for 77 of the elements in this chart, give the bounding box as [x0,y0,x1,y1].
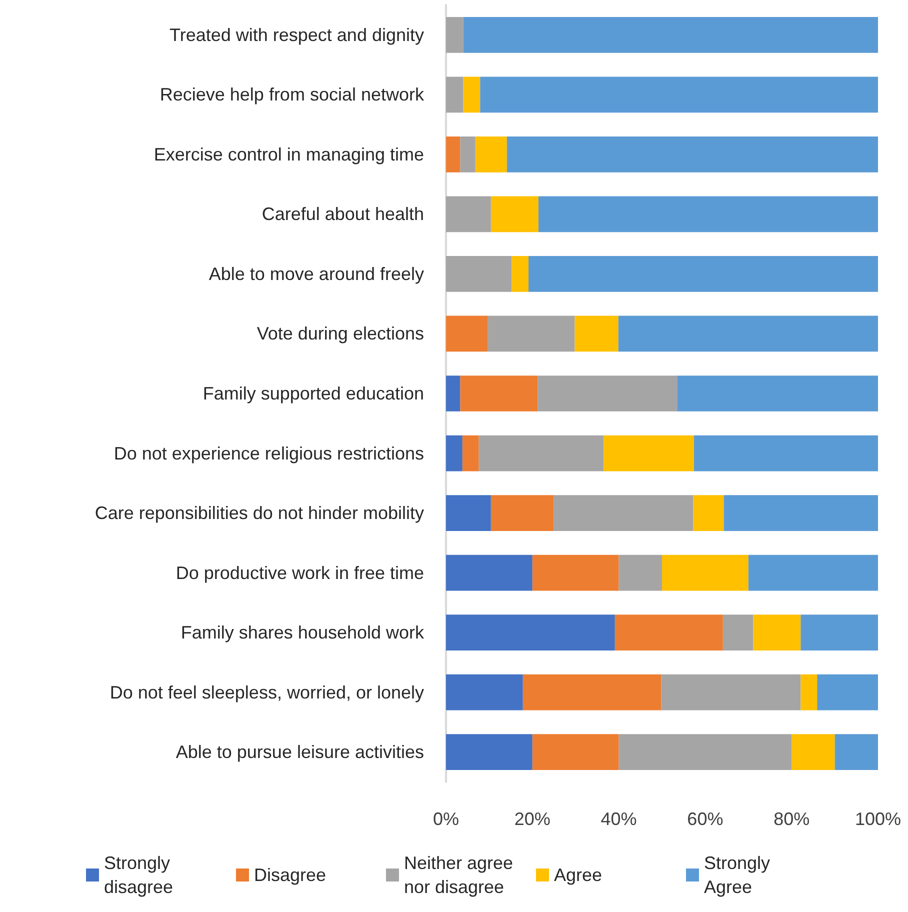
bar [446,136,460,172]
y-tick-label: Do productive work in free time [176,562,424,583]
y-tick-label: Exercise control in managing time [154,144,424,164]
y-tick-label: Recieve help from social network [160,84,425,105]
y-tick-label: Vote during elections [256,324,424,344]
legend-label: Disagree [254,865,326,885]
bar [753,614,801,651]
bar [480,76,878,113]
bar [462,435,479,472]
bar [614,614,723,651]
bar [446,316,488,352]
bar [490,495,554,531]
bar [538,196,878,232]
bar [693,495,724,531]
legend-label: Agree [554,865,602,885]
y-tick-label: Do not experience religious restrictions [114,443,424,464]
bar [512,256,529,292]
legend-label: Neither agree nor disagree [404,853,518,897]
y-tick-label: Family shares household work [180,622,425,643]
bar [506,136,878,172]
bar [488,316,575,352]
bar [478,435,604,472]
bar [800,674,818,710]
x-tick-label: 40% [600,809,637,829]
bar [722,614,754,651]
bar [446,376,460,412]
bar [834,734,878,770]
bar [446,435,462,472]
bar [528,256,878,292]
bar [446,16,464,53]
y-tick-label: Do not feel sleepless, worried, or lonely [110,682,424,702]
x-tick-label: 80% [774,809,810,829]
bar [694,435,878,472]
bar [446,76,464,113]
bar [604,435,694,472]
x-tick-label: 60% [687,809,724,829]
bar [463,16,878,53]
bar [532,554,619,591]
legend-label: Strongly disagree [104,853,176,897]
bar [792,734,835,770]
bar [748,554,878,591]
bar [446,614,615,651]
bar [574,316,618,352]
bar [490,196,538,232]
bar [554,495,694,531]
bar [661,674,801,710]
bar [532,734,619,770]
bar [677,376,878,412]
legend-label: Strongly Agree [704,853,776,897]
y-tick-label: Care reponsibilities do not hinder mobility [94,503,424,524]
bar [618,316,878,352]
bar [538,376,678,412]
y-tick-label: Treated with respect and dignity [170,24,424,45]
bar [724,495,878,531]
bar [662,554,748,591]
bar [460,136,476,172]
bar [618,734,792,770]
bar [522,674,662,710]
x-tick-label: 100% [854,809,902,829]
bar [446,734,532,770]
x-tick-label: 0% [432,809,460,829]
bar [460,376,538,412]
bar [446,554,532,591]
x-tick-label: 20% [514,809,550,829]
bar [817,674,878,710]
bar [463,76,480,113]
bar [446,495,491,531]
y-tick-label: Family supported education [202,384,424,404]
bar [446,196,491,232]
y-tick-label: Able to move around freely [208,264,424,284]
bar [800,614,878,651]
y-tick-label: Able to pursue leisure activities [176,742,424,762]
bar [475,136,507,172]
y-tick-label: Careful about health [262,204,424,224]
bar [446,674,523,710]
bar [446,256,512,292]
bar [618,554,662,591]
